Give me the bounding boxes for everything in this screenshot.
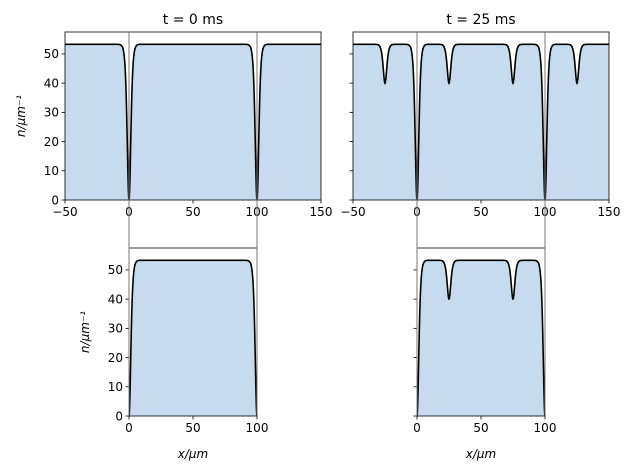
x-tick-label: 50	[473, 205, 488, 219]
x-tick-label: −50	[340, 205, 365, 219]
y-tick-label: 30	[108, 322, 123, 336]
y-axis-label: n/μm⁻¹	[14, 95, 28, 137]
y-tick-label: 0	[51, 193, 59, 207]
y-tick-label: 10	[108, 380, 123, 394]
y-tick-label: 50	[44, 47, 59, 61]
y-tick-label: 40	[44, 76, 59, 90]
y-tick-label: 30	[44, 106, 59, 120]
x-axis-label: x/μm	[177, 447, 208, 461]
panel-title: t = 0 ms	[163, 12, 223, 28]
density-line	[353, 43, 609, 201]
x-tick-label: 0	[125, 421, 133, 435]
y-axis-label: n/μm⁻¹	[78, 311, 92, 353]
panel-4: 0 50 100 x/μm	[413, 247, 557, 461]
panel-3: 0 50 100 0 10 20 30 40 50 x/μm n/μm⁻¹	[78, 247, 269, 461]
density-fill	[353, 44, 609, 200]
y-tick-label: 50	[108, 263, 123, 277]
density-fill	[417, 260, 545, 416]
panel-title: t = 25 ms	[446, 12, 515, 28]
x-tick-label: 100	[246, 421, 269, 435]
x-tick-label: 50	[185, 205, 200, 219]
y-tick-label: 0	[115, 409, 123, 423]
density-fill	[129, 260, 257, 416]
y-tick-label: 20	[44, 135, 59, 149]
panel-2: −50050100150t = 25 ms	[340, 12, 620, 219]
density-line	[416, 259, 546, 417]
x-axis-label: x/μm	[465, 447, 496, 461]
x-tick-label: 150	[598, 205, 621, 219]
density-fill	[65, 44, 321, 200]
x-tick-label: 50	[185, 421, 200, 435]
x-tick-label: 150	[310, 205, 333, 219]
density-line	[65, 43, 321, 201]
panel-1: −5005010015001020304050t = 0 msn/μm⁻¹	[14, 12, 332, 219]
x-tick-label: 100	[534, 421, 557, 435]
x-tick-label: −50	[52, 205, 77, 219]
density-line	[128, 259, 258, 417]
y-tick-label: 10	[44, 164, 59, 178]
x-tick-label: 50	[473, 421, 488, 435]
y-tick-label: 20	[108, 351, 123, 365]
x-tick-label: 0	[413, 421, 421, 435]
y-tick-label: 40	[108, 292, 123, 306]
